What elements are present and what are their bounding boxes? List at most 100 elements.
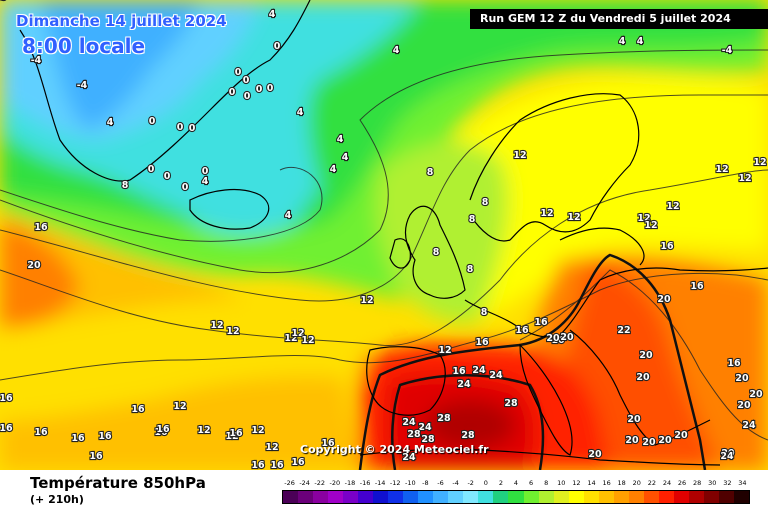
scale-label: -4: [452, 479, 459, 487]
isotherm-value-label: 24: [720, 451, 734, 462]
isotherm-value-label: 12: [265, 442, 278, 453]
scale-cell: [613, 491, 629, 503]
scale-label: 18: [617, 479, 626, 487]
scale-cell: [298, 491, 314, 503]
scale-label: -18: [344, 479, 356, 487]
scale-label: -16: [359, 479, 371, 487]
isotherm-value-label: 16: [0, 393, 13, 404]
isotherm-value-label: 8: [482, 197, 489, 208]
isotherm-value-label: 0: [189, 123, 196, 134]
model-run-info: Run GEM 12 Z du Vendredi 5 juillet 2024: [470, 9, 768, 29]
isotherm-value-label: 0: [148, 164, 155, 175]
isotherm-value-label: 16: [452, 366, 466, 377]
scale-cell: [703, 491, 719, 503]
isotherm-value-label: 20: [657, 294, 671, 305]
scale-cell: [418, 491, 434, 503]
scale-label: 0: [483, 479, 488, 487]
isotherm-value-label: 16: [515, 325, 529, 336]
isotherm-value-label: 8: [469, 214, 476, 225]
isotherm-value-label: 24: [472, 365, 486, 376]
isotherm-value-label: 12: [226, 326, 239, 337]
scale-label: 22: [647, 479, 656, 487]
isotherm-value-label: 20: [560, 332, 574, 343]
legend-subtitle: (+ 210h): [30, 493, 84, 506]
isotherm-4: [0, 49, 768, 274]
scale-cell: [493, 491, 509, 503]
isotherm-value-label: 20: [642, 437, 656, 448]
scale-cell: [688, 491, 704, 503]
isotherm-value-label: 0: [235, 67, 242, 78]
isotherm-value-label: 4: [285, 210, 292, 221]
europe-coast: [464, 267, 768, 338]
isotherm-value-label: 20: [721, 448, 735, 459]
isotherm-value-label: 28: [407, 429, 421, 440]
scandinavia-coast: [469, 93, 640, 242]
isotherm-value-label: 16: [270, 460, 284, 470]
isotherm-value-label: 16: [131, 404, 145, 415]
isotherm-value-label: 0: [182, 182, 189, 193]
isotherm-value-label: 12: [210, 320, 223, 331]
isotherm-value-label: 12: [637, 213, 650, 224]
scale-label: 10: [557, 479, 566, 487]
scale-label: 20: [632, 479, 641, 487]
scale-cell: [673, 491, 689, 503]
scale-cell: [328, 491, 344, 503]
scale-label: 14: [587, 479, 596, 487]
forecast-date: Dimanche 14 juillet 2024: [16, 12, 227, 30]
color-scale-bar: [282, 490, 750, 504]
greenland-coast: [19, 0, 311, 182]
isotherm-12: [0, 169, 768, 347]
isotherm-value-label: 0: [164, 171, 171, 182]
isotherm-value-label: 20: [658, 435, 672, 446]
isotherm-value-label: 16: [690, 281, 704, 292]
scale-label: -14: [374, 479, 386, 487]
isotherm-value-label: 12: [438, 345, 451, 356]
isotherm-value-label: 12: [173, 401, 186, 412]
isotherm-value-label: 24: [489, 370, 503, 381]
scale-cell: [538, 491, 554, 503]
isotherm-value-label: 0: [244, 91, 251, 102]
scale-cell: [643, 491, 659, 503]
isotherm-value-label: 12: [567, 212, 580, 223]
scale-label: 2: [498, 479, 503, 487]
copyright-notice: Copyright © 2024 Meteociel.fr: [300, 443, 489, 456]
isotherm-value-label: 4: [330, 164, 337, 175]
isotherm-value-label: 12: [360, 295, 373, 306]
scale-cell: [388, 491, 404, 503]
isotherm-value-label: 24: [402, 452, 416, 463]
isotherm-value-label: 12: [715, 164, 728, 175]
isotherm-value-label: 20: [749, 389, 763, 400]
scale-label: -20: [329, 479, 341, 487]
scale-cell: [598, 491, 614, 503]
isotherm-value-label: 20: [735, 373, 749, 384]
scale-cell: [313, 491, 329, 503]
scale-cell: [373, 491, 389, 503]
scale-label: 4: [513, 479, 519, 487]
isotherm-value-label: 12: [225, 431, 238, 442]
baltic-coast: [559, 227, 645, 266]
isotherm-value-label: 4: [637, 36, 644, 47]
isotherm-value-label: 8: [427, 167, 434, 178]
isotherm-value-label: 16: [551, 335, 565, 346]
scale-label: -12: [389, 479, 401, 487]
isotherm-value-label: 4: [269, 9, 276, 20]
isotherm-value-label: 8: [481, 307, 488, 318]
scale-cell: [523, 491, 539, 503]
scale-label: 34: [738, 479, 747, 487]
isotherm-value-label: 16: [154, 427, 168, 438]
isotherm-value-label: 0: [256, 84, 263, 95]
isotherm-value-label: 0: [267, 83, 274, 94]
scale-label: -8: [422, 479, 429, 487]
isotherm-value-label: 16: [229, 428, 243, 439]
iberia-coast: [366, 346, 446, 416]
isotherm-value-label: 28: [437, 413, 451, 424]
isotherm-value-label: 0: [202, 166, 209, 177]
scale-cell: [658, 491, 674, 503]
isotherm-value-label: 12: [540, 208, 553, 219]
isotherm-20: [519, 269, 768, 441]
scale-label: 30: [708, 479, 717, 487]
isotherm-value-label: 28: [0, 0, 7, 3]
isotherm-value-label: 12: [284, 333, 297, 344]
isotherm-value-label: 24: [402, 417, 416, 428]
